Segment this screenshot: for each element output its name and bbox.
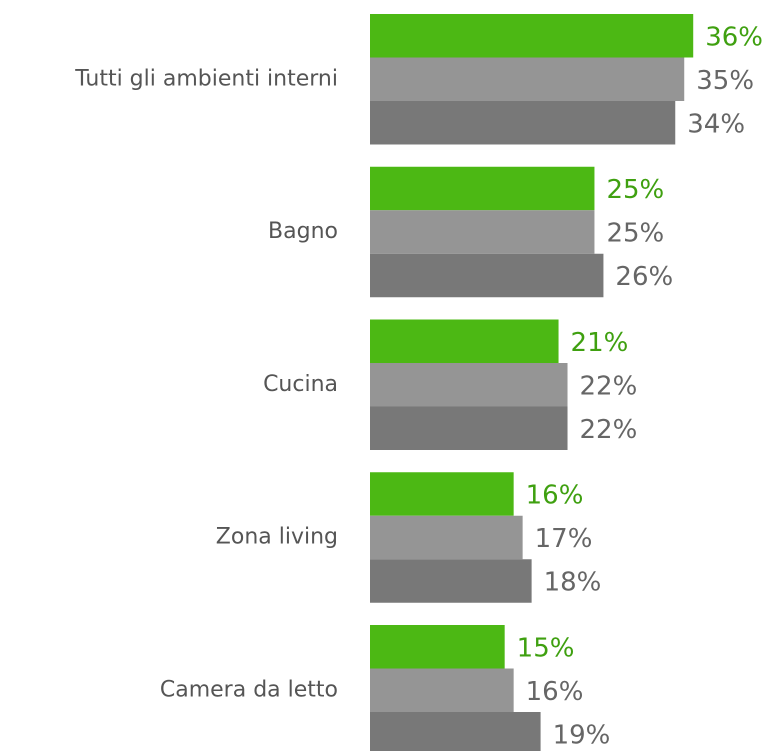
value-label: 17% <box>535 524 593 554</box>
value-label: 15% <box>517 633 575 663</box>
bar <box>370 668 514 712</box>
bar <box>370 166 595 211</box>
value-label: 16% <box>526 481 584 511</box>
bar <box>370 515 523 560</box>
value-label: 18% <box>544 568 602 598</box>
bar <box>370 472 514 516</box>
category-label: Tutti gli ambienti interni <box>74 66 338 91</box>
value-label: 19% <box>553 720 611 750</box>
bar <box>370 210 595 254</box>
bar <box>370 14 694 58</box>
value-label: 16% <box>526 677 584 707</box>
value-label: 35% <box>696 66 754 96</box>
bar <box>370 363 568 407</box>
value-label: 25% <box>606 219 664 249</box>
category-label: Camera da letto <box>160 677 338 702</box>
bar <box>370 406 568 450</box>
bar <box>370 559 532 603</box>
value-label: 36% <box>705 22 763 52</box>
value-label: 22% <box>580 371 638 401</box>
value-label: 25% <box>606 175 664 205</box>
bar <box>370 101 676 145</box>
value-label: 34% <box>687 109 745 139</box>
bar <box>370 712 541 755</box>
bar <box>370 57 685 101</box>
category-label: Bagno <box>268 219 338 244</box>
bar <box>370 253 604 298</box>
value-label: 26% <box>615 262 673 292</box>
bar <box>370 625 505 669</box>
value-label: 22% <box>580 415 638 445</box>
category-label: Cucina <box>263 372 338 397</box>
value-label: 21% <box>571 328 629 358</box>
category-label: Zona living <box>216 525 338 550</box>
bar <box>370 319 559 363</box>
